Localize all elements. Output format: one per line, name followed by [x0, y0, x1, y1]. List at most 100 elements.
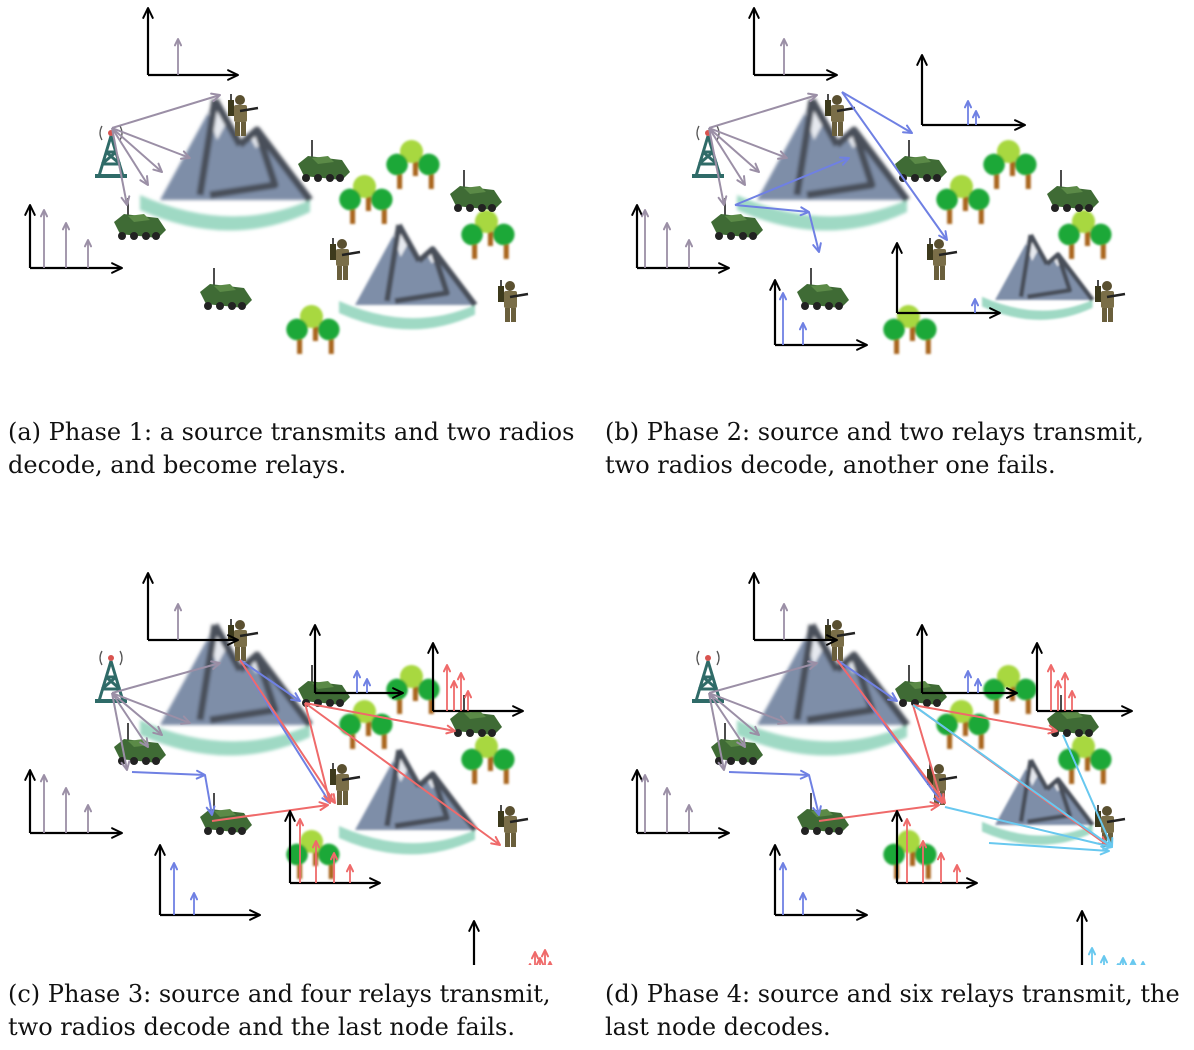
- link-arrow: [836, 659, 898, 702]
- link-arrow: [708, 692, 728, 771]
- mountain-icon: [982, 758, 1095, 845]
- link-arrow: [708, 127, 760, 173]
- soldier-icon: [228, 94, 259, 136]
- link-arrow: [708, 127, 788, 160]
- phase-1-diagram: [24, 7, 529, 354]
- received-signal-plot: [284, 810, 381, 889]
- link-arrow: [111, 692, 131, 771]
- mountain-icon: [140, 623, 313, 756]
- link-arrow: [211, 801, 329, 822]
- vehicle-icon: [114, 198, 166, 240]
- link-arrow: [708, 92, 818, 129]
- panel-d: (d) Phase 4: source and six relays trans…: [597, 525, 1194, 1050]
- link-arrow: [912, 704, 1058, 735]
- soldier-icon: [927, 238, 958, 280]
- link-arrow: [111, 660, 221, 694]
- vehicle-icon: [200, 793, 252, 835]
- link-arrow: [304, 702, 456, 735]
- link-arrow: [111, 127, 191, 160]
- link-arrow: [734, 156, 850, 206]
- caption-c: (c) Phase 3: source and four relays tran…: [8, 980, 551, 1041]
- mountain-icon: [982, 233, 1095, 320]
- trees-icon: [461, 210, 515, 259]
- received-signal-plot: [891, 810, 978, 889]
- trees-icon: [936, 700, 990, 749]
- link-arrow: [239, 659, 301, 702]
- tower-icon: [692, 125, 724, 178]
- link-arrow: [708, 692, 760, 736]
- vehicle-icon: [450, 695, 502, 737]
- tower-icon: [692, 650, 724, 703]
- soldier-icon: [498, 280, 529, 322]
- received-signal-plot: [142, 7, 239, 81]
- received-signal-plot: [916, 624, 1018, 699]
- panel-c: (c) Phase 3: source and four relays tran…: [0, 525, 597, 1050]
- received-signal-plot: [748, 572, 838, 646]
- caption-d: (d) Phase 4: source and six relays trans…: [605, 980, 1180, 1041]
- link-arrow: [111, 692, 191, 725]
- received-signal-plot: [24, 769, 123, 839]
- received-signal-plot: [631, 769, 730, 839]
- received-signal-plot: [916, 54, 1026, 131]
- link-arrow: [111, 127, 149, 186]
- tower-icon: [95, 125, 127, 178]
- link-arrow: [131, 769, 206, 780]
- vehicle-icon: [298, 665, 350, 707]
- link-arrow: [111, 92, 221, 129]
- tower-icon: [95, 650, 127, 703]
- trees-icon: [936, 175, 990, 224]
- link-arrow: [708, 692, 788, 725]
- vehicle-icon: [1047, 170, 1099, 212]
- link-arrow: [111, 692, 163, 736]
- trees-icon: [286, 830, 340, 879]
- received-signal-plot: [769, 279, 868, 351]
- trees-icon: [1058, 210, 1112, 259]
- vehicle-icon: [450, 170, 502, 212]
- mountain-icon: [339, 748, 478, 855]
- link-arrow: [111, 127, 163, 173]
- link-arrow: [988, 842, 1110, 856]
- link-arrow: [818, 801, 940, 822]
- vehicle-icon: [711, 198, 763, 240]
- received-signal-plot: [769, 844, 868, 921]
- soldier-icon: [1095, 280, 1126, 322]
- trees-icon: [983, 665, 1037, 714]
- received-signal-plot: [1031, 642, 1133, 717]
- trees-icon: [1058, 735, 1112, 784]
- received-signal-plot: [468, 920, 553, 965]
- received-signal-plot: [24, 204, 123, 274]
- trees-icon: [386, 665, 440, 714]
- link-arrow: [841, 91, 948, 241]
- trees-icon: [883, 305, 937, 354]
- link-arrow: [111, 127, 131, 206]
- vehicle-icon: [298, 140, 350, 182]
- link-arrow: [708, 660, 818, 694]
- soldier-icon: [825, 619, 856, 661]
- phase-3-diagram: [24, 572, 553, 965]
- mountain-icon: [737, 98, 910, 231]
- received-signal-plot: [748, 7, 838, 81]
- received-signal-plot: [154, 844, 261, 921]
- trees-icon: [386, 140, 440, 189]
- received-signal-plot: [309, 624, 404, 699]
- received-signal-plot: [1076, 910, 1146, 965]
- vehicle-icon: [797, 793, 849, 835]
- link-arrow: [304, 702, 333, 804]
- panel-b: (b) Phase 2: source and two relays trans…: [597, 0, 1194, 525]
- soldier-icon: [228, 619, 259, 661]
- received-signal-plot: [142, 572, 239, 646]
- trees-icon: [286, 305, 340, 354]
- link-arrow: [239, 659, 336, 804]
- received-signal-plot: [427, 642, 524, 717]
- trees-icon: [339, 700, 393, 749]
- link-arrow: [708, 127, 728, 206]
- vehicle-icon: [1047, 695, 1099, 737]
- link-arrow: [1062, 734, 1114, 848]
- soldier-icon: [1095, 805, 1126, 847]
- caption-b: (b) Phase 2: source and two relays trans…: [605, 418, 1144, 479]
- link-arrow: [728, 769, 810, 780]
- soldier-icon: [498, 805, 529, 847]
- received-signal-plot: [631, 204, 730, 274]
- trees-icon: [983, 140, 1037, 189]
- caption-a: (a) Phase 1: a source transmits and two …: [8, 418, 575, 479]
